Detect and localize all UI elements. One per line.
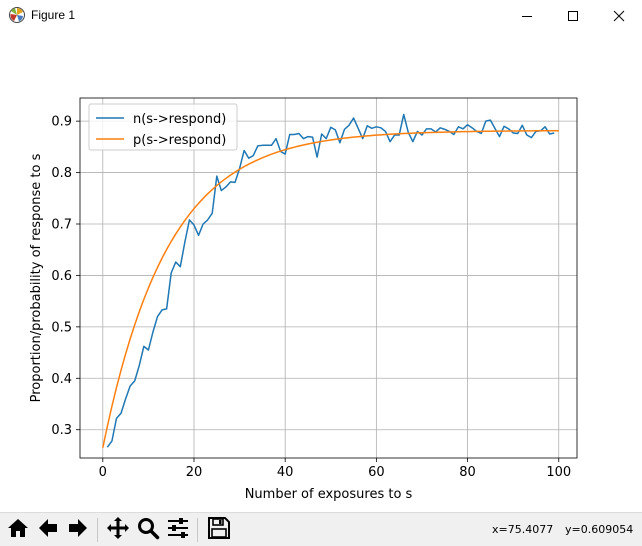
- minimize-icon: [521, 10, 533, 22]
- cursor-y-readout: y=0.609054: [565, 523, 634, 536]
- y-tick-label: 0.8: [51, 166, 72, 181]
- axis-ticks: 0 20 40 60 80 100 0.3 0.4 0.5 0.6 0.7 0.8 0.9: [51, 115, 571, 480]
- magnifier-icon: [136, 516, 160, 544]
- grid-lines: [80, 98, 577, 458]
- cursor-x-readout: x=75.4077: [492, 523, 554, 536]
- minimize-button[interactable]: [504, 0, 550, 32]
- floppy-disk-icon: [207, 516, 231, 544]
- home-icon: [6, 516, 30, 544]
- window-titlebar: Figure 1: [0, 0, 642, 32]
- sliders-icon: [166, 516, 190, 544]
- arrow-left-icon: [36, 516, 60, 544]
- y-tick-label: 0.6: [51, 269, 72, 284]
- close-button[interactable]: [596, 0, 642, 32]
- x-tick-label: 60: [368, 465, 385, 480]
- save-button[interactable]: [205, 516, 233, 544]
- move-cross-icon: [106, 516, 130, 544]
- close-icon: [613, 10, 625, 22]
- y-tick-label: 0.3: [51, 423, 72, 438]
- maximize-button[interactable]: [550, 0, 596, 32]
- y-tick-label: 0.4: [51, 372, 72, 387]
- series-line-0: [106, 113, 555, 448]
- back-button[interactable]: [34, 516, 62, 544]
- y-tick-label: 0.5: [51, 320, 72, 335]
- window-title: Figure 1: [31, 8, 76, 22]
- x-tick-label: 40: [277, 465, 294, 480]
- pan-button[interactable]: [104, 516, 132, 544]
- toolbar-separator: [97, 518, 98, 542]
- y-axis-label: Proportion/probability of response to s: [29, 153, 44, 402]
- series-lines: [102, 113, 559, 448]
- maximize-icon: [567, 10, 579, 22]
- toolbar-separator: [197, 518, 198, 542]
- arrow-right-icon: [66, 516, 90, 544]
- x-tick-label: 100: [546, 465, 571, 480]
- line-chart: 0 20 40 60 80 100 0.3 0.4 0.5 0.6 0.7 0.8 0.9 Number…: [0, 32, 642, 512]
- x-tick-label: 0: [99, 465, 107, 480]
- x-tick-label: 20: [186, 465, 203, 480]
- home-button[interactable]: [4, 516, 32, 544]
- axes-frame: [79, 97, 578, 459]
- legend-entry-1: p(s->respond): [133, 133, 226, 148]
- figure-canvas[interactable]: 0 20 40 60 80 100 0.3 0.4 0.5 0.6 0.7 0.8 0.9 Number…: [0, 32, 642, 512]
- x-axis-label: Number of exposures to s: [245, 487, 413, 502]
- navigation-toolbar: x=75.4077 y=0.609054: [0, 512, 642, 546]
- legend: n(s->respond) p(s->respond): [88, 103, 238, 151]
- x-tick-label: 80: [459, 465, 476, 480]
- zoom-button[interactable]: [134, 516, 162, 544]
- legend-entry-0: n(s->respond): [133, 112, 226, 127]
- matplotlib-logo-icon: [8, 6, 26, 24]
- y-tick-label: 0.9: [51, 115, 72, 130]
- y-tick-label: 0.7: [51, 218, 72, 233]
- series-line-1: [102, 129, 559, 448]
- forward-button[interactable]: [64, 516, 92, 544]
- configure-subplots-button[interactable]: [164, 516, 192, 544]
